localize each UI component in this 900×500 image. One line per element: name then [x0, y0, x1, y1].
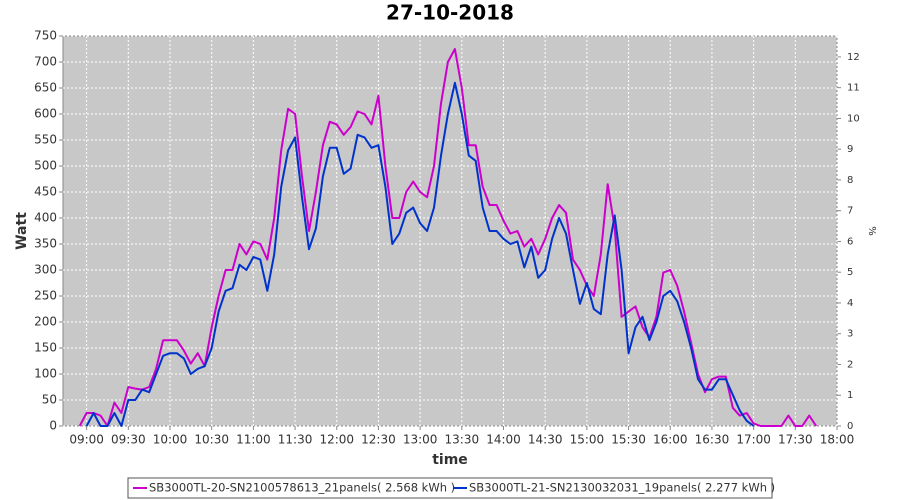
chart-title: 27-10-2018	[386, 1, 514, 25]
plot-area	[62, 35, 838, 427]
x-tick-label: 11:30	[278, 433, 313, 447]
y-tick-label: 300	[34, 263, 57, 277]
y-tick-label: 500	[34, 159, 57, 173]
y2-tick-label: 4	[847, 298, 853, 309]
y-tick-label: 450	[34, 185, 57, 199]
y2-tick-label: 9	[847, 144, 853, 155]
y2-tick-label: 8	[847, 175, 853, 186]
y2-tick-label: 11	[847, 83, 860, 94]
y-tick-label: 550	[34, 133, 57, 147]
y-tick-label: 250	[34, 289, 57, 303]
legend-label: SB3000TL-20-SN2100578613_21panels( 2.568…	[149, 481, 455, 495]
y-tick-label: 400	[34, 211, 57, 225]
y-tick-label: 200	[34, 315, 57, 329]
y2-tick-label: 6	[847, 236, 853, 247]
y2-tick-label: 10	[847, 113, 860, 124]
series-line	[85, 81, 755, 427]
y-tick-label: 650	[34, 81, 57, 95]
y-tick-label: 0	[49, 419, 57, 433]
x-axis-label: time	[432, 452, 468, 468]
y-tick-label: 150	[34, 341, 57, 355]
x-tick-label: 09:00	[69, 433, 104, 447]
x-tick-label: 13:00	[403, 433, 438, 447]
x-tick-label: 10:30	[194, 433, 229, 447]
y-tick-label: 100	[34, 367, 57, 381]
x-tick-label: 12:00	[319, 433, 354, 447]
x-tick-label: 15:30	[611, 433, 646, 447]
series-line	[78, 48, 818, 427]
y-tick-label: 600	[34, 107, 57, 121]
x-tick-label: 16:00	[653, 433, 688, 447]
x-tick-label: 10:00	[153, 433, 188, 447]
y-tick-label: 700	[34, 55, 57, 69]
legend	[127, 477, 773, 499]
x-tick-label: 12:30	[361, 433, 396, 447]
y-tick-label: 50	[42, 393, 57, 407]
y2-tick-label: 7	[847, 206, 853, 217]
y2-tick-label: 2	[847, 359, 853, 370]
y-axis-label: Watt	[14, 212, 30, 250]
y-tick-label: 350	[34, 237, 57, 251]
x-tick-label: 09:30	[111, 433, 146, 447]
x-tick-label: 13:30	[445, 433, 480, 447]
x-tick-label: 16:30	[695, 433, 730, 447]
x-tick-label: 17:30	[778, 433, 813, 447]
x-tick-label: 15:00	[570, 433, 605, 447]
y2-tick-label: 0	[847, 421, 853, 432]
legend-label: SB3000TL-21-SN2130032031_19panels( 2.277…	[469, 481, 775, 495]
y2-tick-label: 5	[847, 267, 853, 278]
x-tick-label: 17:00	[736, 433, 771, 447]
y2-axis-label: %	[866, 226, 877, 236]
y2-tick-label: 1	[847, 390, 853, 401]
x-tick-label: 18:00	[820, 433, 855, 447]
x-tick-label: 11:00	[236, 433, 271, 447]
x-tick-label: 14:30	[528, 433, 563, 447]
y2-tick-label: 3	[847, 329, 853, 340]
y-tick-label: 750	[34, 29, 57, 43]
y2-tick-label: 12	[847, 52, 860, 63]
x-tick-label: 14:00	[486, 433, 521, 447]
